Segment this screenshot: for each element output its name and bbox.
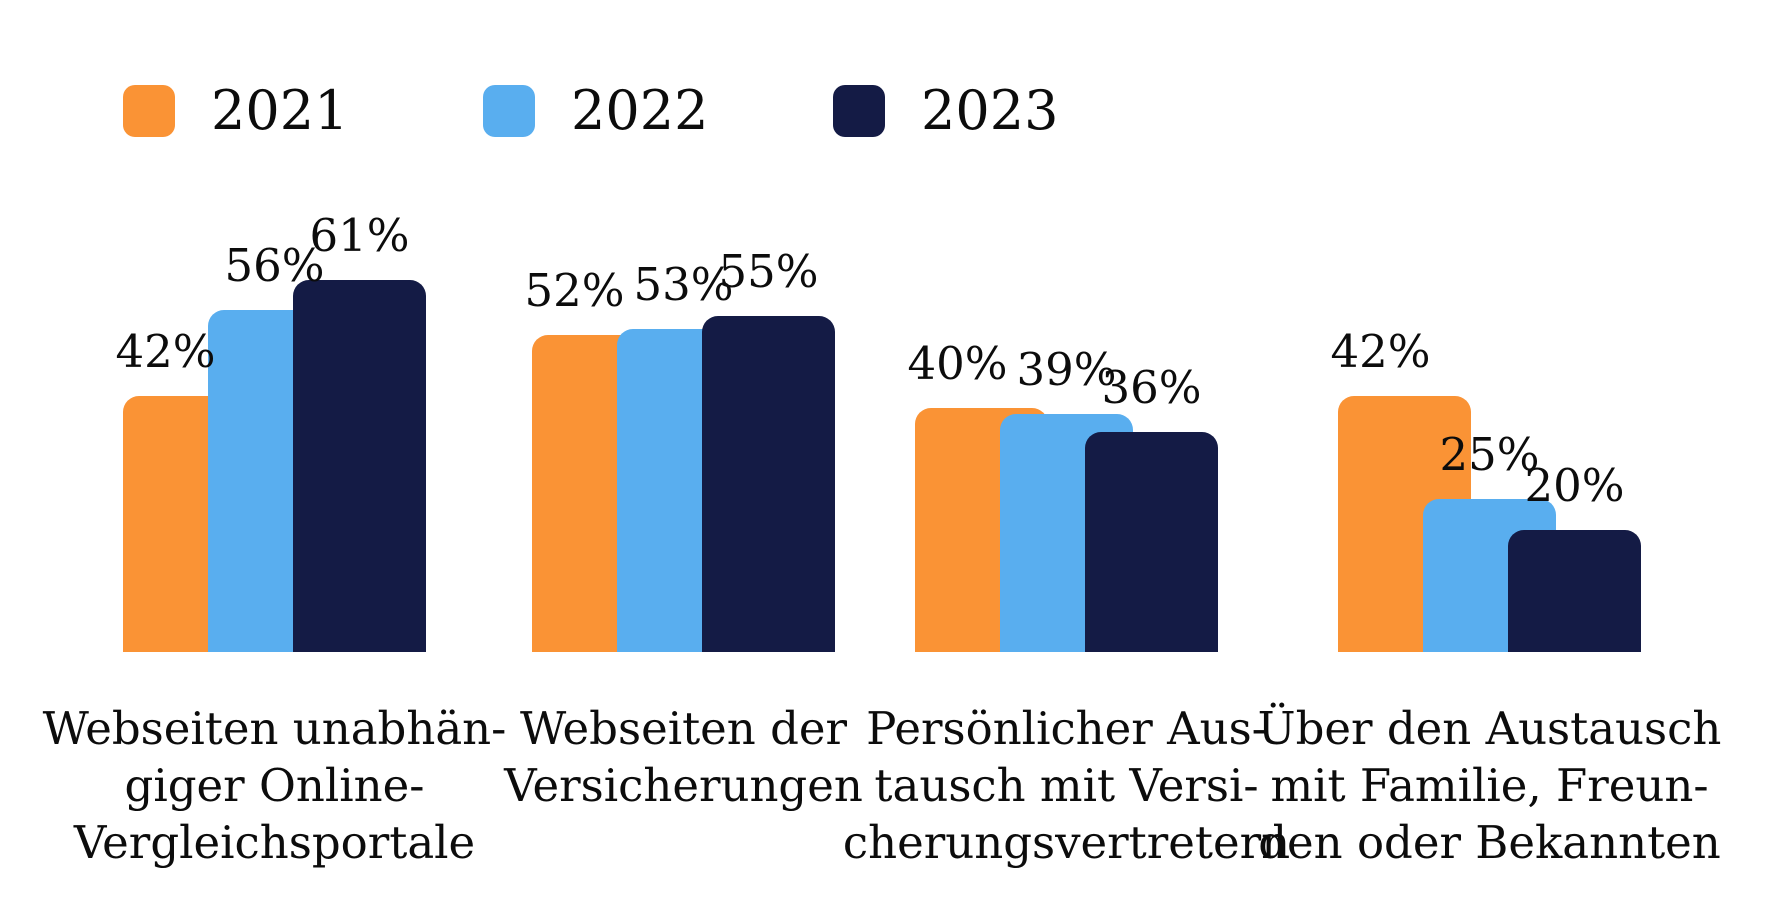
legend-swatch-2021 <box>123 85 175 137</box>
bar-group-3: 40% 39% 36% <box>907 0 1218 652</box>
legend-label: 2022 <box>571 79 709 142</box>
category-label-4: Über den Austausch mit Familie, Freun-den… <box>1230 700 1750 871</box>
category-label-1: Webseiten unabhän-giger Online- Vergleich… <box>15 700 535 871</box>
value-label-2021: 52% <box>524 264 625 317</box>
legend-item-2022: 2022 <box>483 79 709 142</box>
legend-item-2021: 2021 <box>123 79 349 142</box>
category-label-2: Webseiten der Versicherungen <box>424 700 944 814</box>
category-label-line: den oder Bekannten <box>1258 816 1721 869</box>
value-label-2022: 25% <box>1439 428 1540 481</box>
category-label-line: Vergleichsportale <box>73 816 476 869</box>
category-label-line: cherungsvertretern <box>842 816 1291 869</box>
bar-group-1: 42% 56% 61% <box>115 0 426 652</box>
bar-group-2: 52% 53% 55% <box>524 0 835 652</box>
value-label-2022: 39% <box>1016 343 1117 396</box>
category-label-line: Webseiten der <box>519 702 848 755</box>
value-label-2022: 53% <box>633 258 734 311</box>
legend-item-2023: 2023 <box>833 79 1059 142</box>
value-label-2022: 56% <box>224 239 325 292</box>
category-label-3: Persönlicher Aus-tausch mit Versi-cherun… <box>807 700 1327 871</box>
category-label-line: tausch mit Versi- <box>874 759 1259 812</box>
category-label-line: mit Familie, Freun- <box>1270 759 1709 812</box>
legend-swatch-2023 <box>833 85 885 137</box>
value-label-2021: 40% <box>907 337 1008 390</box>
value-label-2021: 42% <box>115 325 216 378</box>
category-label-line: giger Online- <box>124 759 425 812</box>
category-label-line: Über den Austausch <box>1257 702 1722 755</box>
value-label-2023: 20% <box>1524 459 1625 512</box>
bar-2023 <box>293 280 426 652</box>
bar-2023 <box>1085 432 1218 652</box>
value-label-2021: 42% <box>1330 325 1431 378</box>
value-label-2023: 36% <box>1101 361 1202 414</box>
legend-swatch-2022 <box>483 85 535 137</box>
category-label-line: Versicherungen <box>504 759 863 812</box>
category-label-line: Webseiten unabhän- <box>42 702 507 755</box>
legend-label: 2021 <box>211 79 349 142</box>
bar-group-4: 42% 25% 20% <box>1330 0 1641 652</box>
value-label-2023: 61% <box>309 209 410 262</box>
bar-2023 <box>702 316 835 652</box>
value-label-2023: 55% <box>718 245 819 298</box>
bar-2023 <box>1508 530 1641 652</box>
category-label-line: Persönlicher Aus- <box>866 702 1267 755</box>
legend-label: 2023 <box>921 79 1059 142</box>
